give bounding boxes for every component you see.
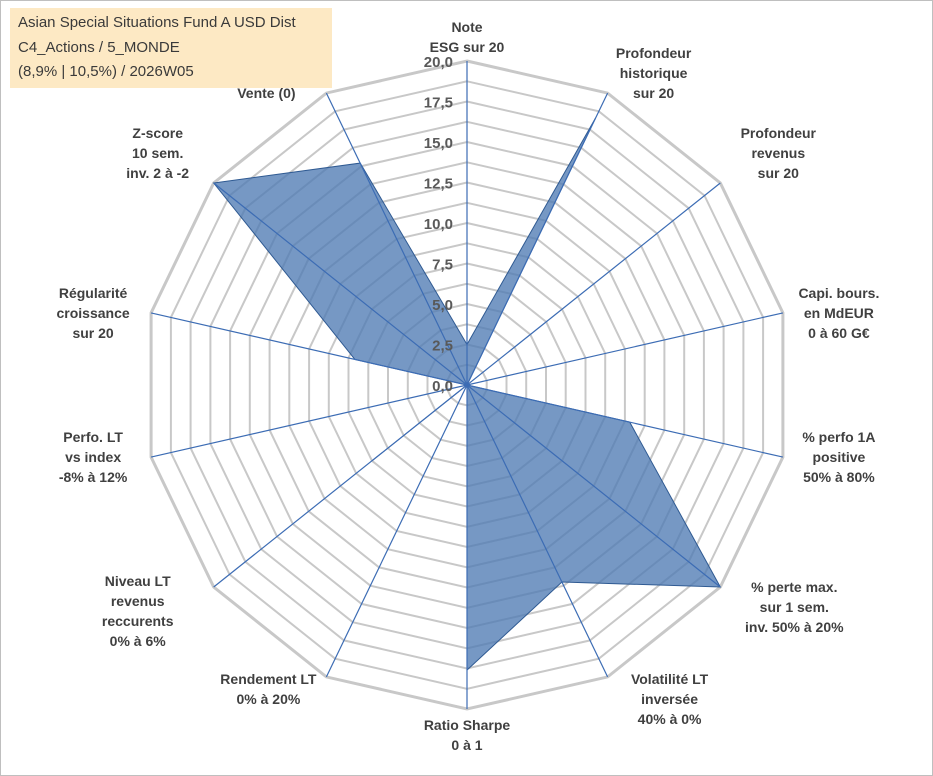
axis-label-line: historique [620,65,688,81]
tick-label: 10,0 [424,216,453,233]
axis-label-line: sur 20 [72,325,113,341]
axis-label-line: Vente (0) [237,85,295,101]
title-line-period: (8,9% | 10,5%) / 2026W05 [18,63,194,80]
axis-label-line: Rendement LT [220,671,317,687]
axis-label-line: en MdEUR [804,305,874,321]
axis-label-line: 10 sem. [132,145,183,161]
axis-label-line: sur 20 [758,165,799,181]
axis-label: Perfo. LT vs index -8% à 12% [59,429,128,485]
axis-spoke [466,384,609,678]
axis-label-line: Ratio Sharpe [424,717,511,733]
axis-label-line: positive [812,449,865,465]
axis-label-line: croissance [57,305,130,321]
axis-label-line: Profondeur [616,45,692,61]
tick-label: 20,0 [424,54,453,71]
axis-label-line: Profondeur [741,125,817,141]
axis-label-line: 50% à 80% [803,469,875,485]
axis-spoke [466,182,721,386]
axis-label-line: 40% à 0% [638,711,702,727]
axis-label: Volatilité LT inversée 40% à 0% [631,671,709,727]
axis-label: Capi. bours. en MdEUR 0 à 60 G€ [798,285,879,341]
tick-label: 15,0 [424,135,453,152]
axis-label: Niveau LT revenus reccurents 0% à 6% [102,573,174,649]
tick-label: 12,5 [424,176,453,193]
axis-label: Z-score 10 sem. inv. 2 à -2 [126,125,189,181]
axis-spoke [213,384,468,588]
tick-label: 5,0 [432,297,453,314]
axis-label-line: Capi. bours. [798,285,879,301]
axis-label-line: -8% à 12% [59,469,128,485]
axis-label: % perfo 1A positive 50% à 80% [802,429,875,485]
axis-label-line: inv. 50% à 20% [745,619,844,635]
tick-label: 0,0 [432,378,453,395]
tick-label: 2,5 [432,338,453,355]
axis-label-line: revenus [751,145,805,161]
axis-label-line: Régularité [59,285,128,301]
axis-label-line: % perfo 1A [802,429,875,445]
title-line-category: C4_Actions / 5_MONDE [18,39,180,56]
axis-label-line: reccurents [102,613,174,629]
axis-spoke [150,384,468,458]
axis-label-line: Niveau LT [105,573,171,589]
title-line-fund: Asian Special Situations Fund A USD Dist [18,14,296,31]
axis-spoke [150,312,468,386]
axis-label-line: inversée [641,691,698,707]
axis-label: Régularité croissance sur 20 [57,285,130,341]
axis-spoke [325,384,468,678]
axis-label-line: 0 à 1 [451,737,482,753]
axis-label-line: Perfo. LT [63,429,123,445]
axis-label: % perte max. sur 1 sem. inv. 50% à 20% [745,579,844,635]
title-box: Asian Special Situations Fund A USD Dist… [10,8,332,88]
axis-label-line: 0% à 20% [236,691,300,707]
tick-label: 7,5 [432,257,453,274]
axis-label-line: % perte max. [751,579,837,595]
axis-spoke [213,182,468,386]
axis-spoke [466,92,609,386]
axis-spoke [466,384,784,458]
axis-label: Profondeur revenus sur 20 [741,125,817,181]
axis-label-line: Note [451,19,482,35]
axis-label-line: sur 1 sem. [760,599,829,615]
axis-spoke [325,92,468,386]
axis-label-line: ESG sur 20 [430,39,505,55]
axis-label: Rendement LT 0% à 20% [220,671,317,707]
axis-label-line: 0 à 60 G€ [808,325,870,341]
axis-label-line: sur 20 [633,85,674,101]
axis-label: Note ESG sur 20 [430,19,505,55]
axis-label-line: revenus [111,593,165,609]
axis-label-line: vs index [65,449,121,465]
axis-spoke [466,384,721,588]
axis-label-line: 0% à 6% [110,633,167,649]
axis-label: Ratio Sharpe 0 à 1 [424,717,511,753]
axis-spoke [466,312,784,386]
axis-label-line: inv. 2 à -2 [126,165,189,181]
tick-label: 17,5 [424,95,453,112]
axis-label-line: Volatilité LT [631,671,709,687]
axis-label: Profondeur historique sur 20 [616,45,692,101]
axis-label-line: Z-score [132,125,183,141]
